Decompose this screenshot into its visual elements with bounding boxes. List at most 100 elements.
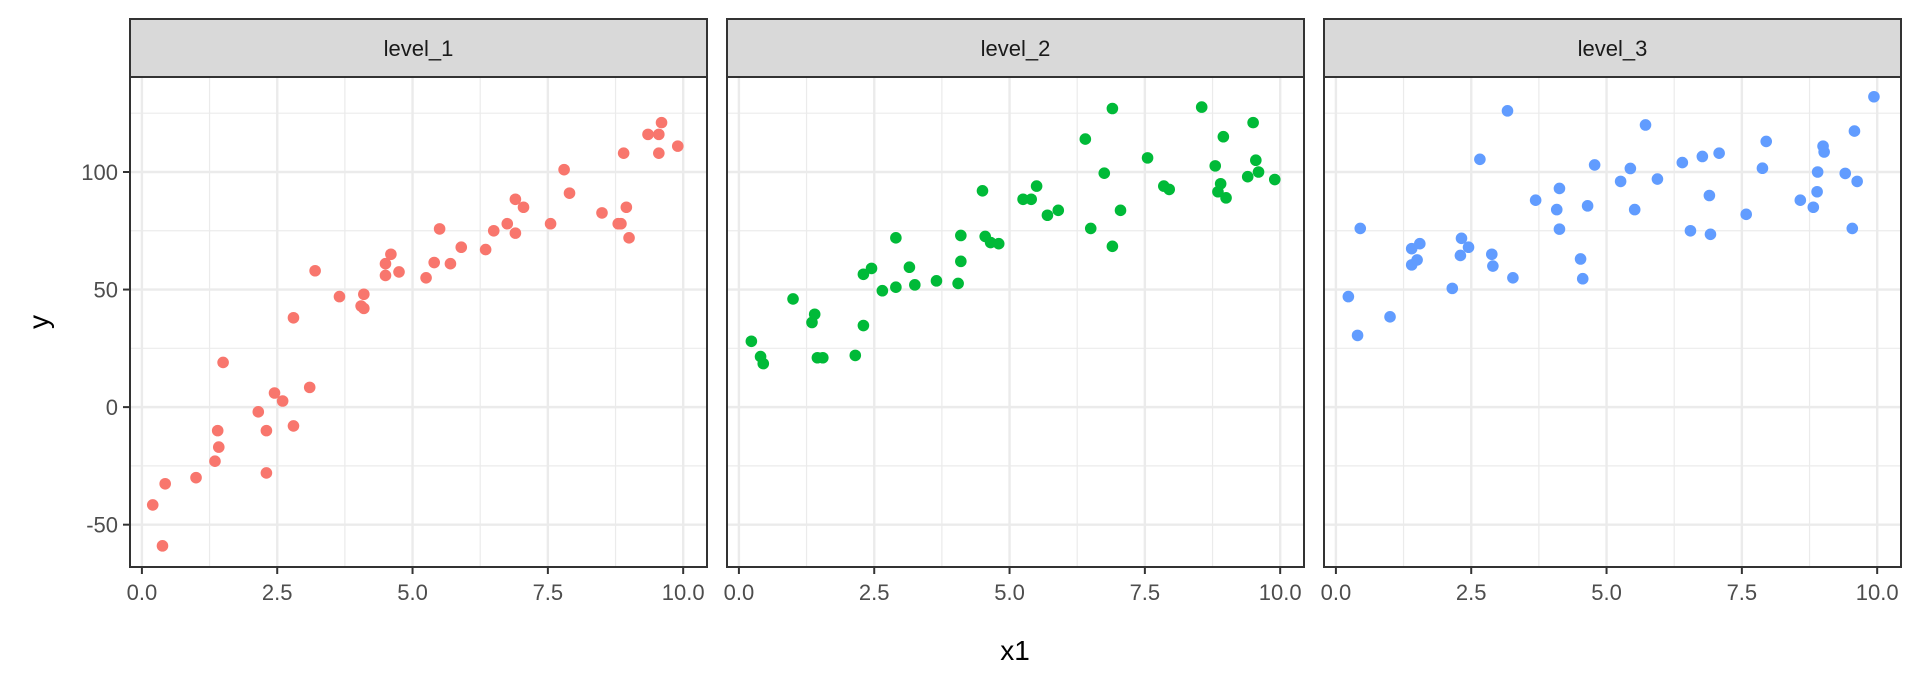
data-point: [1084, 222, 1097, 235]
data-point: [159, 477, 171, 490]
data-point: [1848, 125, 1861, 137]
data-point: [1507, 271, 1519, 284]
data-point: [1811, 185, 1823, 198]
data-point: [1760, 135, 1773, 148]
data-point: [358, 302, 370, 315]
x-tick-label: 7.5: [1727, 580, 1758, 605]
x-tick-label: 0.0: [724, 580, 755, 605]
data-point: [146, 499, 159, 511]
data-point: [1485, 248, 1498, 261]
data-point: [1576, 272, 1589, 285]
data-point: [1252, 166, 1265, 178]
data-point: [268, 387, 281, 399]
data-point: [1025, 193, 1037, 206]
data-point: [209, 455, 221, 467]
panel-background: [727, 77, 1304, 567]
facet-panel-level_1: 0.0 2.5 5.0 7.5 10.0 -50 0 50 100 level_1: [81, 18, 708, 605]
data-point: [1241, 170, 1254, 183]
data-point: [1351, 329, 1364, 342]
data-point: [1581, 200, 1594, 212]
data-point: [190, 471, 202, 484]
data-point: [1696, 150, 1709, 163]
y-axis-title: y: [23, 315, 54, 329]
data-point: [817, 351, 829, 364]
data-point: [1384, 311, 1396, 323]
x-tick-label: 10.0: [1259, 580, 1302, 605]
x-tick-label: 5.0: [1591, 580, 1622, 605]
data-point: [260, 424, 273, 437]
data-point: [211, 424, 224, 437]
y-tick-label: 50: [94, 278, 118, 303]
data-point: [217, 356, 229, 369]
data-point: [930, 275, 943, 287]
data-point: [1030, 180, 1043, 192]
data-point: [1529, 194, 1542, 207]
data-point: [1268, 173, 1281, 186]
facet-panel-level_3: 0.0 2.5 5.0 7.5 10.0 level_3: [1321, 18, 1902, 605]
data-point: [1794, 194, 1807, 207]
data-point: [1106, 240, 1119, 253]
x-tick-label: 10.0: [1856, 580, 1899, 605]
data-point: [385, 248, 397, 261]
data-point: [420, 271, 432, 284]
data-point: [615, 217, 627, 230]
data-point: [333, 290, 346, 303]
y-tick-label: 100: [81, 160, 118, 185]
x-tick-label: 5.0: [994, 580, 1025, 605]
y-tick-label: 0: [106, 395, 118, 420]
data-point: [757, 357, 770, 370]
data-point: [1354, 222, 1367, 235]
data-point: [1588, 159, 1601, 171]
data-point: [487, 224, 500, 237]
data-point: [1811, 166, 1824, 178]
data-point: [903, 261, 916, 274]
data-point: [617, 147, 630, 159]
data-point: [303, 381, 316, 394]
data-point: [890, 232, 902, 244]
data-point: [1807, 201, 1820, 214]
data-point: [287, 311, 300, 324]
data-point: [1574, 253, 1587, 265]
data-point: [509, 227, 522, 239]
data-point: [1553, 223, 1566, 235]
data-point: [1487, 260, 1499, 272]
data-point: [1651, 173, 1664, 185]
x-tick-label: 2.5: [262, 580, 293, 605]
data-point: [849, 349, 862, 362]
data-point: [955, 229, 967, 242]
data-point: [865, 262, 878, 275]
data-point: [1553, 182, 1566, 195]
data-point: [890, 281, 902, 294]
data-point: [455, 241, 468, 254]
data-point: [1411, 254, 1423, 266]
x-tick-label: 7.5: [533, 580, 564, 605]
data-point: [1141, 152, 1154, 164]
data-point: [992, 237, 1005, 250]
data-point: [517, 201, 530, 214]
data-point: [1740, 208, 1752, 221]
data-point: [1342, 290, 1355, 303]
data-point: [620, 201, 633, 214]
x-tick-label: 7.5: [1130, 580, 1161, 605]
data-point: [156, 540, 169, 552]
data-point: [1628, 203, 1641, 216]
data-point: [1851, 175, 1863, 188]
data-point: [857, 319, 870, 332]
data-point: [252, 406, 265, 418]
data-point: [1247, 116, 1259, 129]
data-point: [433, 223, 446, 235]
panel-background: [130, 77, 707, 567]
data-point: [1501, 105, 1514, 117]
data-point: [1212, 185, 1224, 198]
x-tick-label: 5.0: [397, 580, 428, 605]
data-point: [1474, 153, 1486, 166]
data-point: [1846, 222, 1859, 235]
facet-strip: [129, 18, 708, 78]
data-point: [1079, 133, 1092, 145]
data-point: [671, 140, 684, 152]
facet-panel-level_2: 0.0 2.5 5.0 7.5 10.0 level_2: [724, 18, 1305, 605]
data-point: [909, 279, 921, 291]
data-point: [1052, 204, 1065, 217]
data-point: [393, 266, 405, 278]
data-point: [501, 217, 514, 230]
